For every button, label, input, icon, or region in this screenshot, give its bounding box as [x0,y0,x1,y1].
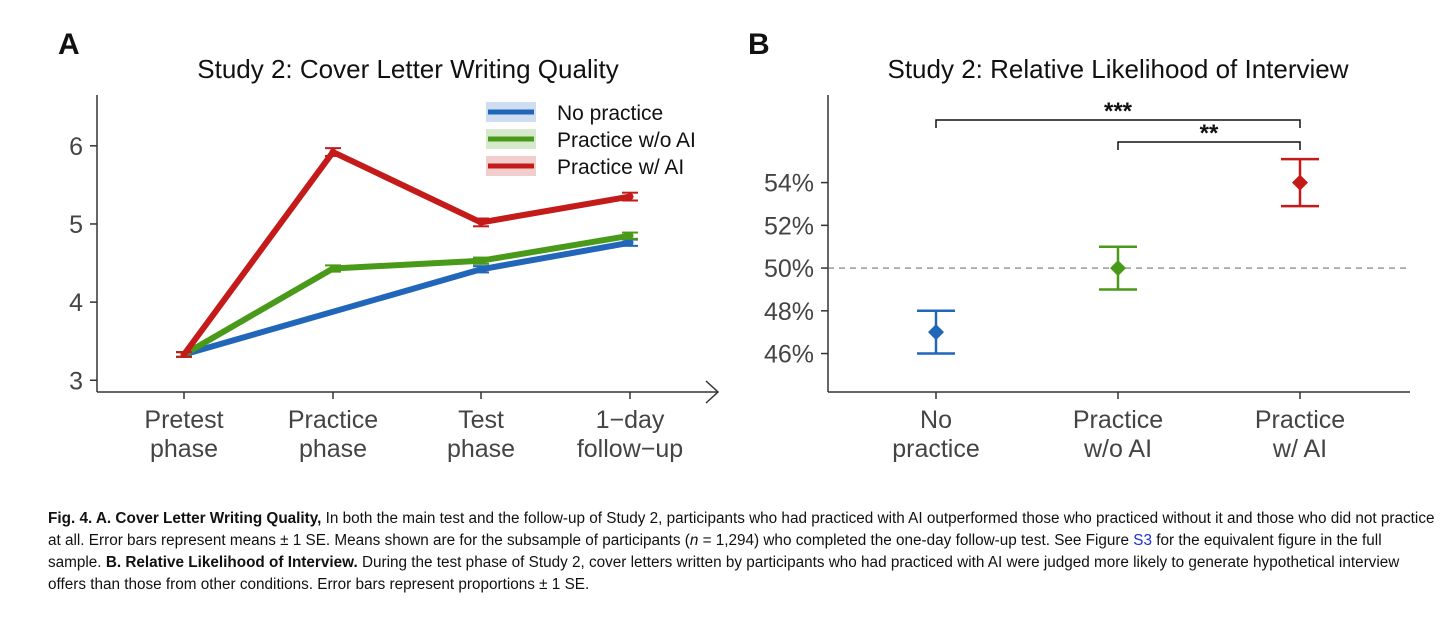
caption-part4: During the test phase of Study 2, cover … [48,554,1400,593]
chart-a-data-point [180,350,188,358]
chart-a-series-line [181,232,633,358]
chart-a-title: Study 2: Cover Letter Writing Quality [197,54,618,84]
chart-a-data-point [477,257,485,265]
chart-b-data-point [928,324,944,341]
legend-label: No practice [557,102,663,125]
panel-a-letter: A [58,28,80,61]
chart-a-x-tick-label: Test [458,406,504,434]
chart-b-y-tick-label: 46% [764,341,814,369]
chart-a-data-point [477,218,485,226]
chart-a-x-tick-label: phase [150,435,218,463]
chart-b-x-tick-label: w/ AI [1272,435,1327,463]
chart-a-data-point [329,265,337,273]
caption-b-label: B. Relative Likelihood of Interview. [105,554,358,571]
chart-b-data-point [1292,174,1308,191]
legend-label: Practice w/o AI [557,129,696,152]
caption-fig-label: Fig. 4. A. Cover Letter Writing Quality, [48,510,322,527]
chart-b-x-tick-label: Practice [1255,406,1345,434]
chart-a-data-point [626,193,634,201]
chart-a-y-tick-label: 5 [69,211,83,239]
chart-b-x-tick-label: No [920,406,952,434]
legend-label: Practice w/ AI [557,156,684,179]
chart-a-data-point [329,148,337,156]
chart-a-data-point [626,232,634,240]
chart-b-y-tick-label: 54% [764,170,814,198]
figure-s3-link[interactable]: S3 [1133,532,1152,549]
chart-a-y-tick-label: 4 [69,289,83,317]
chart-a-x-tick-label: follow−up [577,435,683,463]
chart-b-y-tick-label: 50% [764,255,814,283]
chart-a-x-tick-label: Pretest [144,406,223,434]
chart-a-y-tick-label: 6 [69,133,83,161]
chart-a-x-tick-label: Practice [288,406,378,434]
significance-label: *** [1104,98,1133,125]
chart-b: Study 2: Relative Likelihood of Intervie… [764,54,1410,463]
chart-a-series-line [181,149,633,358]
chart-b-x-tick-label: w/o AI [1083,435,1152,463]
chart-b-x-tick-label: practice [892,435,980,463]
chart-b-y-tick-label: 52% [764,212,814,240]
chart-a-data-point [626,239,634,247]
chart-b-title: Study 2: Relative Likelihood of Intervie… [887,54,1348,84]
panel-b-letter: B [748,28,770,61]
chart-b-x-tick-label: Practice [1073,406,1163,434]
caption-part2: = 1,294) who completed the one-day follo… [698,532,1134,549]
figure-caption: Fig. 4. A. Cover Letter Writing Quality,… [48,508,1438,596]
chart-a-x-tick-label: phase [447,435,515,463]
significance-bracket [1117,141,1301,150]
significance-label: ** [1200,120,1219,147]
chart-a-x-arrow [705,380,720,404]
significance-bracket [935,119,1301,128]
chart-a: Study 2: Cover Letter Writing Quality 3 4 5… [69,54,720,463]
caption-part1: In both the main test and the follow-up … [48,510,1435,549]
chart-a-x-tick-label: 1−day [596,406,665,434]
chart-a-data-point [477,265,485,273]
caption-part3: for the equivalent figure in the full sa… [48,532,1382,571]
chart-b-data-point [1110,260,1126,277]
caption-n: n [689,532,699,549]
chart-a-x-tick-label: phase [299,435,367,463]
chart-a-y-tick-label: 3 [69,367,83,395]
chart-b-y-tick-label: 48% [764,298,814,326]
